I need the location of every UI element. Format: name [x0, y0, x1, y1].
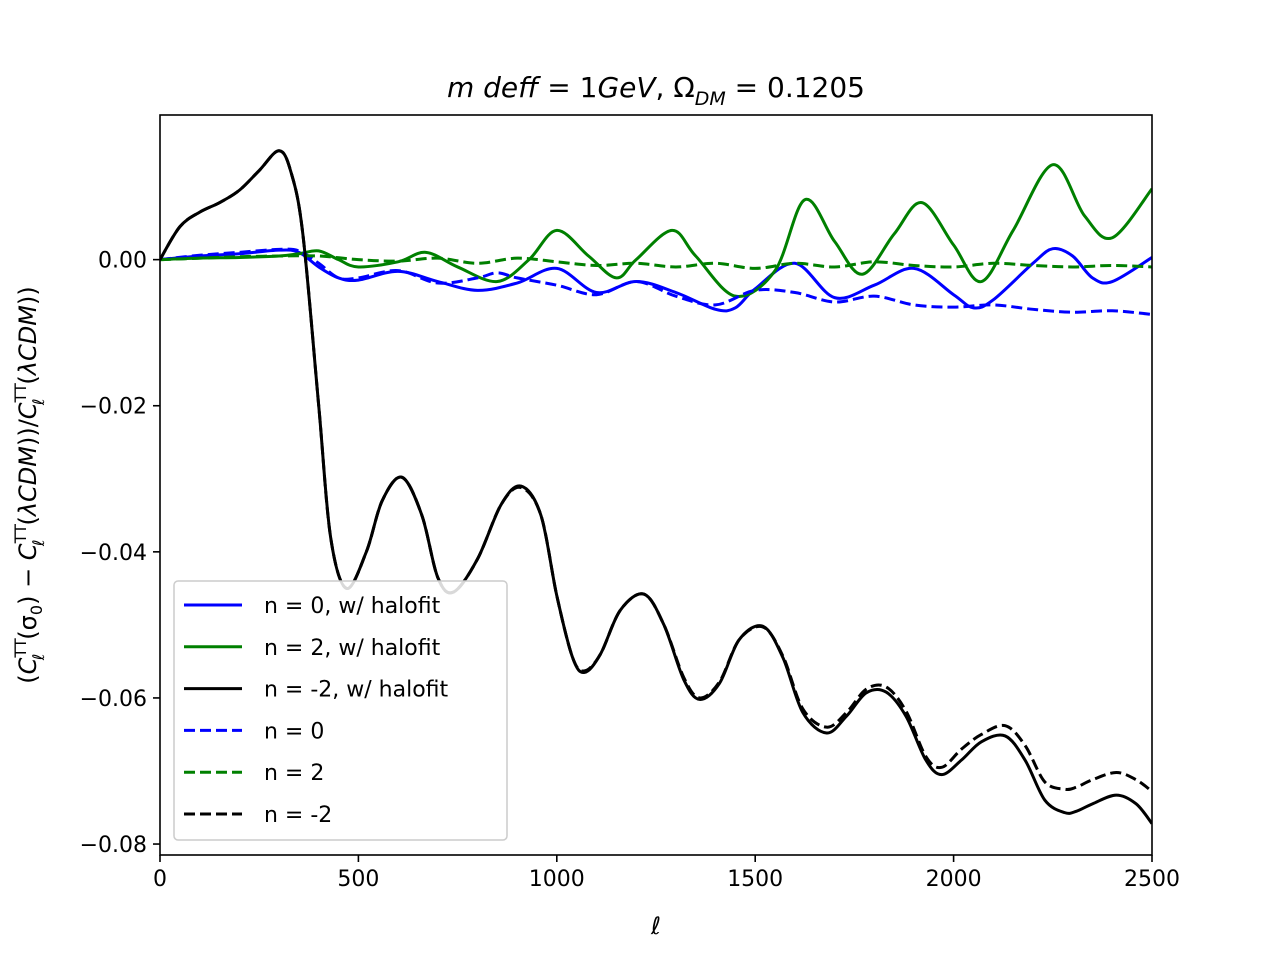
- y-tick-label: −0.06: [80, 687, 147, 712]
- x-axis-ticks: 0 500 1000 1500 2000 2500: [153, 855, 1180, 892]
- legend: n = 0, w/ halofit n = 2, w/ halofit n = -2…: [173, 580, 508, 841]
- legend-label: n = -2, w/ halofit: [264, 678, 449, 703]
- legend-label: n = 0: [264, 719, 324, 744]
- plot-frame: [159, 114, 1153, 856]
- x-tick-label: 2000: [926, 867, 982, 892]
- series-layer: [160, 149, 1152, 825]
- series-line-5: [160, 254, 1152, 270]
- legend-label: n = 2: [264, 761, 324, 786]
- y-tick-label: −0.04: [80, 541, 147, 566]
- y-tick-label: −0.08: [80, 833, 147, 858]
- x-axis-label: ℓ: [650, 912, 661, 940]
- series-line-4: [160, 247, 1152, 316]
- y-tick-label: 0.00: [98, 249, 147, 274]
- x-tick-label: 0: [153, 867, 167, 892]
- x-tick-label: 500: [337, 867, 379, 892]
- series-line-2: [160, 163, 1152, 298]
- y-tick-label: −0.02: [80, 395, 147, 420]
- x-tick-label: 2500: [1124, 867, 1180, 892]
- y-axis-label: (CTTℓ(σ0) − CTTℓ(λCDM))/CTTℓ(λCDM)): [11, 286, 48, 683]
- legend-label: n = -2: [264, 803, 332, 828]
- legend-label: n = 0, w/ halofit: [264, 594, 441, 619]
- legend-label: n = 2, w/ halofit: [264, 636, 441, 661]
- series-line-6: [160, 149, 1152, 793]
- legend-frame: [173, 580, 508, 841]
- x-tick-label: 1000: [529, 867, 585, 892]
- y-axis-ticks: 0.00 −0.02 −0.04 −0.06 −0.08: [80, 249, 160, 858]
- chart-title: m deff = 1GeV, ΩDM = 0.1205: [447, 71, 865, 110]
- x-tick-label: 1500: [727, 867, 783, 892]
